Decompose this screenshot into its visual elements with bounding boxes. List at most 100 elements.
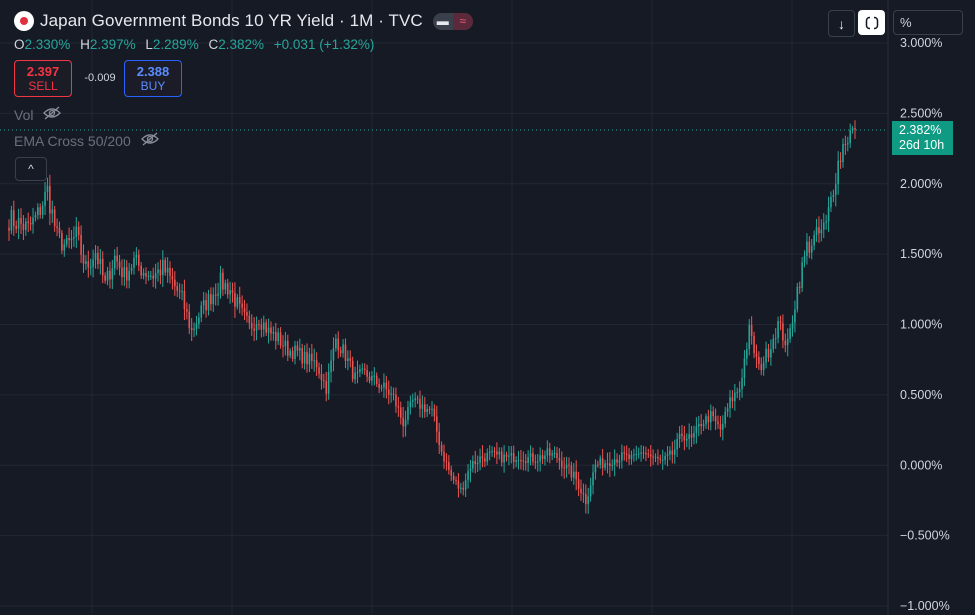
candle-body bbox=[34, 215, 37, 218]
candle-body bbox=[448, 462, 450, 470]
candle-body bbox=[729, 397, 731, 409]
candle-body bbox=[181, 291, 183, 293]
candle-body bbox=[685, 438, 688, 441]
candle-body bbox=[10, 210, 13, 231]
y-tick-label: 2.500% bbox=[900, 106, 942, 120]
minus-icon[interactable]: ▬ bbox=[436, 14, 449, 28]
candle-body bbox=[734, 392, 736, 402]
candle-body bbox=[378, 383, 380, 388]
reset-scale-button[interactable] bbox=[858, 10, 885, 35]
eye-off-icon[interactable] bbox=[140, 132, 159, 149]
candle-body bbox=[399, 407, 402, 418]
candle-body bbox=[212, 294, 215, 305]
candle-body bbox=[128, 270, 130, 281]
candle-body bbox=[123, 267, 126, 278]
price-axis[interactable]: 3.000% 2.500% 2.000% 1.500% 1.000% 0.500% 0.00… bbox=[900, 36, 950, 613]
candle-body bbox=[342, 344, 344, 354]
candle-body bbox=[171, 276, 174, 280]
candle-body bbox=[101, 258, 104, 276]
candle-body bbox=[820, 229, 823, 234]
candle-body bbox=[222, 272, 224, 290]
candle-body bbox=[700, 424, 702, 427]
indicator-vol-label: Vol bbox=[14, 106, 34, 123]
candle-body bbox=[755, 353, 758, 358]
candle-body bbox=[140, 265, 142, 276]
candle-body bbox=[142, 272, 145, 276]
candle-body bbox=[846, 143, 849, 145]
candle-body bbox=[236, 297, 239, 307]
buy-button[interactable]: 2.388 BUY bbox=[124, 60, 182, 97]
candle-body bbox=[133, 257, 135, 268]
candle-body bbox=[272, 331, 275, 334]
buy-label: BUY bbox=[140, 78, 166, 93]
candle-body bbox=[145, 272, 147, 277]
candle-body bbox=[625, 453, 628, 455]
arrow-down-icon: ↓ bbox=[838, 15, 845, 32]
candle-body bbox=[411, 400, 414, 402]
indicator-vol[interactable]: Vol bbox=[14, 106, 62, 123]
candle-body bbox=[830, 197, 832, 208]
candle-body bbox=[762, 362, 765, 371]
candle-body bbox=[510, 453, 513, 456]
candle-body bbox=[777, 321, 779, 339]
candle-body bbox=[354, 372, 356, 380]
candle-body bbox=[433, 408, 436, 417]
y-tick-label: 1.000% bbox=[900, 318, 942, 332]
scale-mode-button[interactable]: % bbox=[893, 10, 963, 35]
candle-body bbox=[589, 485, 592, 497]
indicator-ema-cross[interactable]: EMA Cross 50/200 bbox=[14, 132, 159, 149]
candle-body bbox=[664, 455, 666, 460]
candle-body bbox=[635, 454, 638, 456]
candle-body bbox=[311, 353, 313, 361]
candle-body bbox=[231, 290, 234, 293]
candle-body bbox=[652, 456, 654, 458]
candle-body bbox=[147, 275, 150, 277]
candle-body bbox=[678, 433, 681, 439]
candle-body bbox=[794, 309, 796, 323]
candle-body bbox=[671, 450, 674, 455]
candle-body bbox=[801, 262, 803, 288]
candle-body bbox=[183, 291, 186, 310]
sell-button[interactable]: 2.397 SELL bbox=[14, 60, 72, 97]
candle-body bbox=[349, 358, 352, 361]
candle-body bbox=[476, 462, 479, 465]
collapse-indicators-button[interactable]: ^ bbox=[15, 157, 47, 181]
candle-body bbox=[277, 332, 279, 342]
bar-countdown: 26d 10h bbox=[899, 138, 945, 152]
candle-body bbox=[294, 345, 296, 359]
candle-body bbox=[498, 451, 501, 455]
candle-body bbox=[815, 227, 818, 236]
candle-body bbox=[582, 493, 585, 495]
candle-body bbox=[789, 328, 791, 339]
candle-body bbox=[488, 451, 491, 454]
chart-title[interactable]: Japan Government Bonds 10 YR Yield · 1M … bbox=[40, 11, 423, 30]
wave-icon[interactable]: ≈ bbox=[452, 12, 473, 30]
open-value: 2.330% bbox=[24, 37, 71, 52]
candle-body bbox=[702, 424, 705, 427]
candle-body bbox=[270, 327, 272, 334]
candle-body bbox=[159, 269, 162, 276]
change-value: +0.031 (+1.32%) bbox=[273, 37, 375, 52]
eye-off-icon[interactable] bbox=[43, 106, 62, 123]
candle-body bbox=[520, 460, 522, 462]
candle-body bbox=[832, 194, 835, 198]
candle-body bbox=[89, 266, 92, 268]
candle-body bbox=[834, 184, 837, 195]
candle-body bbox=[414, 398, 416, 401]
candle-body bbox=[666, 454, 669, 456]
candle-body bbox=[460, 487, 462, 489]
candle-body bbox=[695, 426, 698, 434]
symbol-legend: Japan Government Bonds 10 YR Yield · 1M … bbox=[14, 11, 473, 31]
candle-body bbox=[529, 453, 532, 458]
last-price-value: 2.382% bbox=[899, 123, 942, 137]
candle-body bbox=[385, 382, 388, 390]
candle-body bbox=[339, 350, 342, 354]
candle-body bbox=[438, 431, 441, 445]
download-button[interactable]: ↓ bbox=[828, 10, 855, 37]
legend-toggles[interactable]: ▬ ≈ bbox=[432, 12, 473, 30]
candle-body bbox=[440, 444, 443, 452]
candle-body bbox=[402, 417, 404, 427]
sell-price: 2.397 bbox=[26, 63, 60, 79]
candle-body bbox=[758, 357, 760, 365]
